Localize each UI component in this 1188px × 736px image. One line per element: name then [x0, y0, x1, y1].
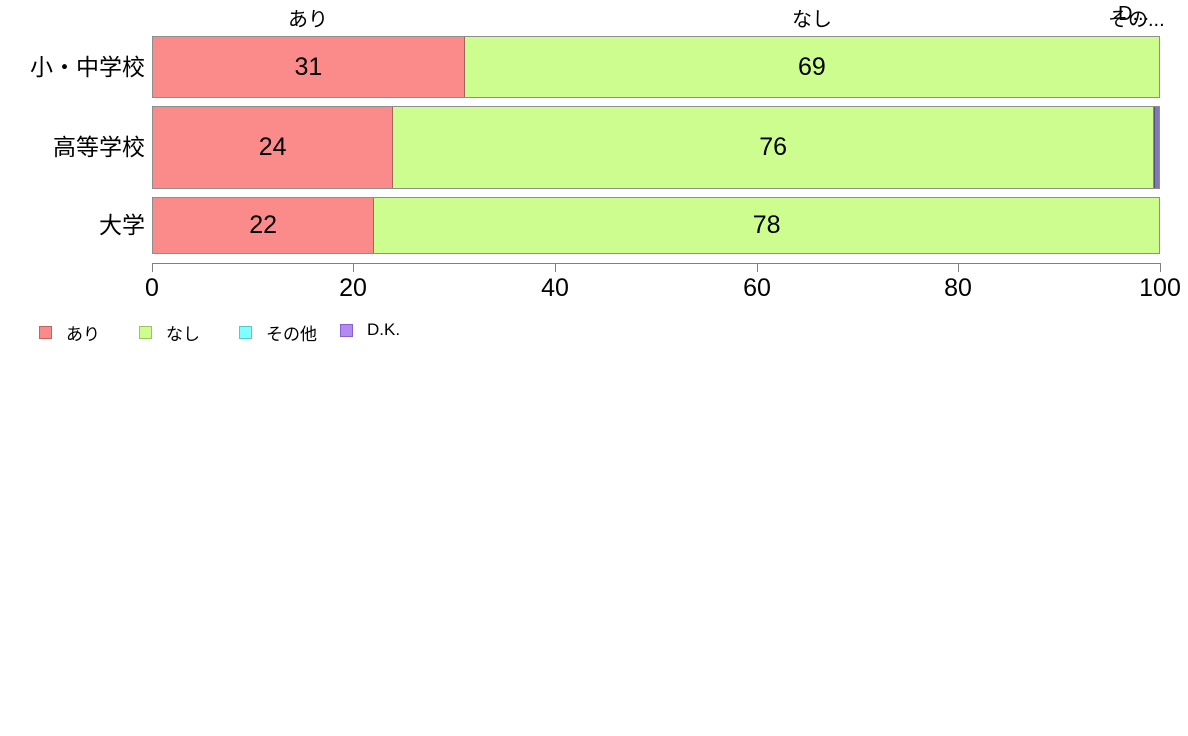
x-axis-tick-label: 20 [339, 274, 367, 302]
x-axis-tick [757, 263, 758, 272]
bar-segment-nashi[interactable]: 69 [464, 37, 1159, 97]
x-axis-tick [353, 263, 354, 272]
x-axis-tick [1160, 263, 1161, 272]
category-label-elementary-junior-high: 小・中学校 [30, 54, 145, 80]
category-label-university: 大学 [99, 212, 145, 238]
x-axis-line [152, 263, 1161, 264]
x-axis-tick-label: 100 [1139, 274, 1181, 302]
legend-item-sonota[interactable]: その他 [239, 320, 317, 345]
x-axis-tick [152, 263, 153, 272]
bar-segment-nashi[interactable]: 78 [374, 198, 1159, 253]
bar-segment-ari[interactable]: 24 [153, 107, 394, 188]
bar-segment-dk[interactable] [1154, 107, 1159, 188]
legend-item-ari[interactable]: あり [39, 320, 100, 345]
bar-row-university: 22 78 [152, 197, 1160, 254]
bar-row-elementary-junior-high: 31 69 [152, 36, 1160, 98]
legend-label: あり [66, 325, 100, 344]
bar-value-label: 24 [258, 133, 287, 161]
x-axis-tick-label: 80 [944, 274, 972, 302]
legend-label: D.K. [367, 320, 401, 339]
x-axis-tick-label: 40 [541, 274, 569, 302]
legend-label: なし [166, 325, 200, 344]
legend-swatch-sonota [239, 326, 252, 339]
x-axis-tick-label: 0 [145, 274, 159, 302]
bar-segment-ari[interactable]: 22 [153, 198, 375, 253]
series-top-label-ari: あり [288, 9, 328, 31]
x-axis-tick [555, 263, 556, 272]
legend-item-nashi[interactable]: なし [139, 320, 200, 345]
legend-swatch-nashi [139, 326, 152, 339]
bar-value-label: 31 [294, 52, 323, 81]
category-label-high-school: 高等学校 [53, 134, 145, 160]
bar-segment-ari[interactable]: 31 [153, 37, 465, 97]
bar-value-label: 22 [249, 211, 278, 239]
bar-value-label: 69 [798, 52, 826, 81]
bar-row-high-school: 24 76 [152, 106, 1160, 189]
series-top-label-dk: D... [1118, 3, 1150, 25]
bar-value-label: 78 [752, 211, 781, 239]
x-axis-tick-label: 60 [743, 274, 771, 302]
legend-swatch-dk [340, 323, 353, 337]
bar-value-label: 76 [759, 133, 788, 161]
legend-label: その他 [266, 325, 317, 344]
series-top-label-sonota: その... [1108, 9, 1165, 31]
series-top-label-nashi: なし [792, 9, 832, 31]
bar-segment-nashi[interactable]: 76 [393, 107, 1155, 188]
x-axis-tick [958, 263, 959, 272]
legend-item-dk[interactable]: D.K. [340, 320, 400, 340]
series-top-label-overlap: その... D... [1108, 3, 1188, 31]
legend-swatch-ari [39, 326, 52, 339]
